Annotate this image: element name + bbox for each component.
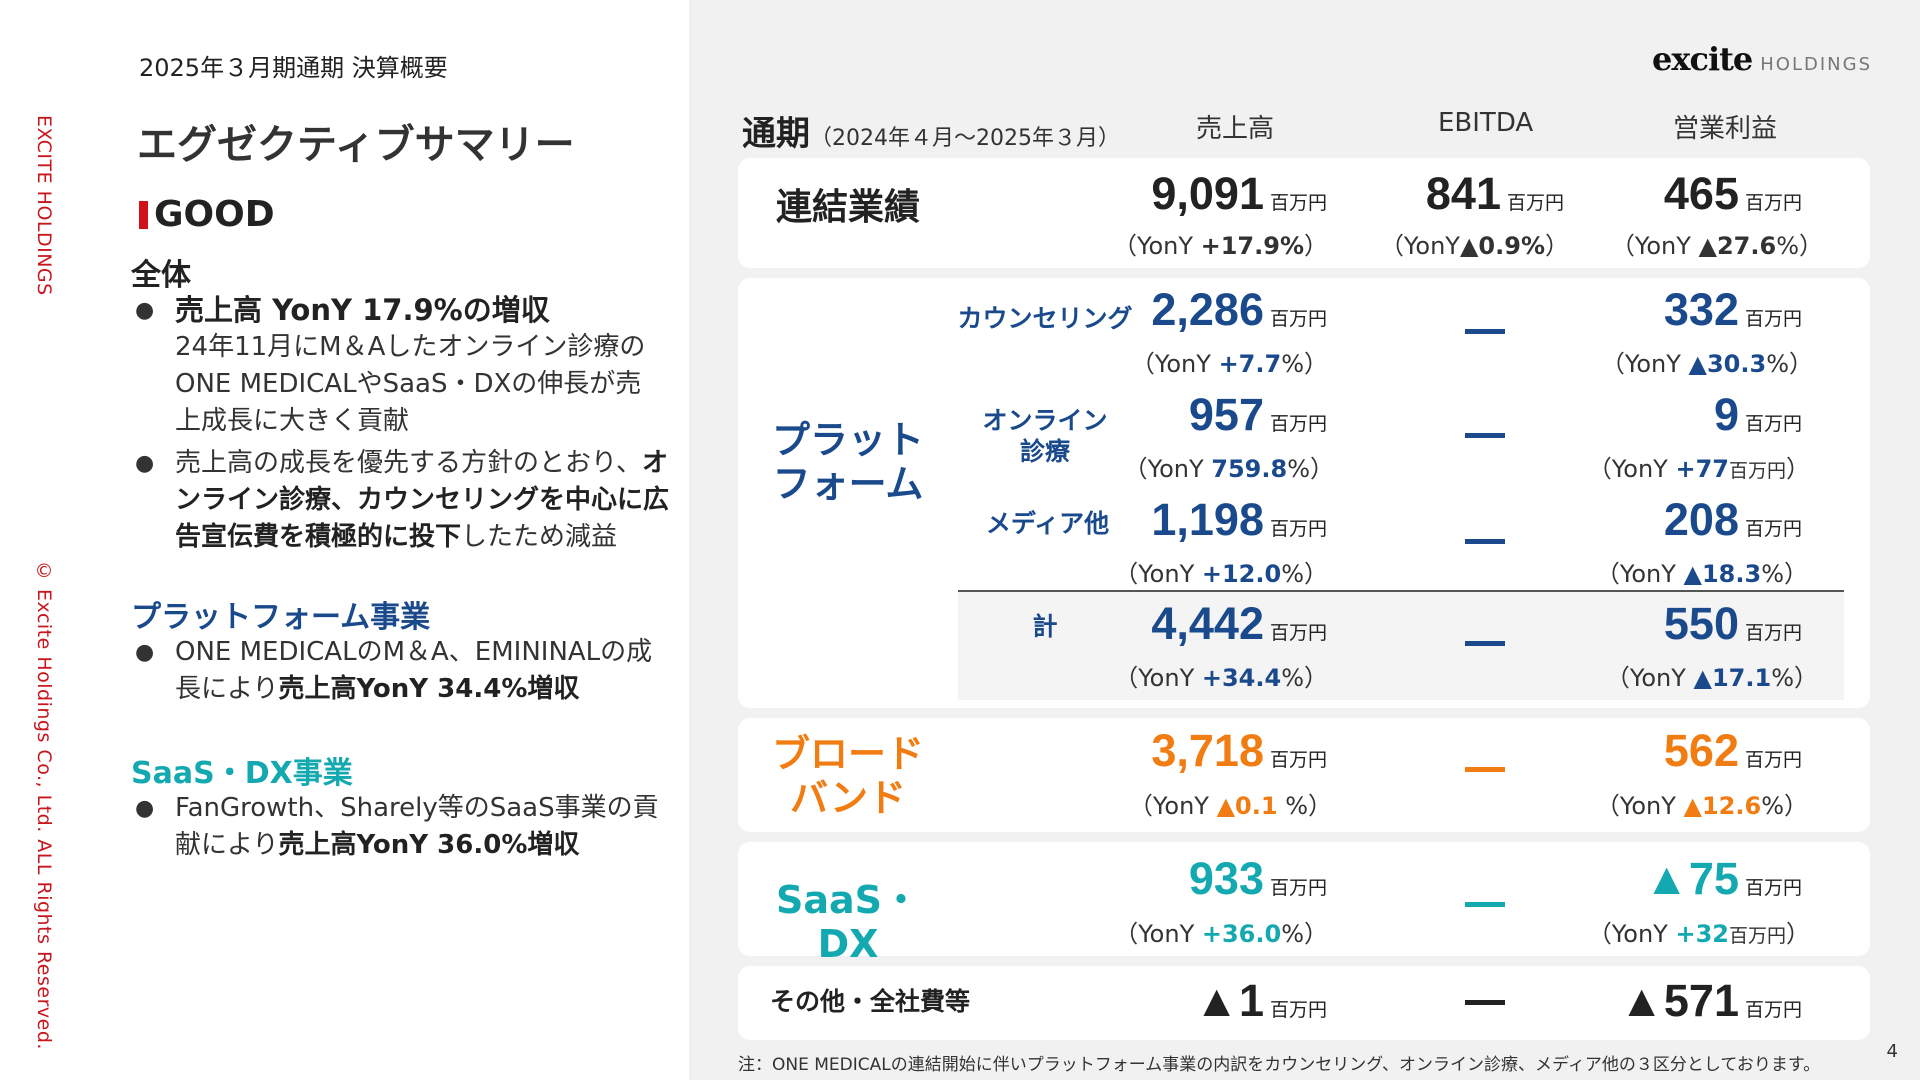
- platform-bold: 売上高YonY 34.4%増収: [278, 674, 580, 704]
- logo-text: HOLDINGS: [1760, 54, 1872, 75]
- platform-label: プラット フォーム: [771, 418, 924, 506]
- company-logo: excite HOLDINGS: [1652, 40, 1872, 78]
- platform-bullet: ● ONE MEDICALのM＆A、EMININALの成長により売上高YonY …: [135, 634, 675, 708]
- consolidated-op: 465 百万円: [1663, 168, 1802, 219]
- col-op-header: 営業利益: [1673, 114, 1778, 144]
- consolidated-sales: 9,091 百万円: [1151, 168, 1327, 219]
- counseling-ebitda-dash: [1465, 329, 1505, 334]
- consolidated-op-yoy: （YonY ▲27.6%）: [1610, 232, 1823, 260]
- saas-sales: 933 百万円: [1188, 853, 1327, 904]
- platform-heading: プラットフォーム事業: [131, 600, 431, 635]
- period-header: 通期（2024年４月～2025年３月）: [742, 106, 1120, 155]
- platform-total-label: 計: [1032, 612, 1058, 641]
- page-number: 4: [1886, 1041, 1898, 1062]
- platform-total-sales-yoy: （YonY +34.4%）: [1114, 664, 1328, 692]
- col-sales-header: 売上高: [1196, 114, 1275, 144]
- company-name-vertical: EXCITE HOLDINGS: [33, 115, 55, 296]
- overall-b2-bold: オンライン診療、カウンセリングを中心に広告宣伝費を積極的に投下: [175, 448, 670, 552]
- saas-sales-yoy: （YonY +36.0%）: [1114, 920, 1328, 948]
- saas-bullet: ● FanGrowth、Sharely等のSaaS事業の貢献により売上高YonY…: [135, 790, 675, 864]
- page-title: エグゼクティブサマリー: [137, 122, 575, 168]
- counseling-op-yoy: （YonY ▲30.3%）: [1600, 350, 1813, 378]
- media-sales-yoy: （YonY +12.0%）: [1114, 560, 1328, 588]
- period-range: （2024年４月～2025年３月）: [810, 126, 1120, 151]
- overall-b1-title: 売上高 YonY 17.9%の増収: [175, 293, 550, 327]
- sidebar: EXCITE HOLDINGS © Excite Holdings Co., L…: [0, 0, 91, 1080]
- bullet-dot-icon: ●: [135, 640, 155, 665]
- bullet-dot-icon: ●: [135, 451, 155, 476]
- consolidated-ebitda-yoy: （YonY▲0.9%）: [1379, 232, 1569, 260]
- consolidated-card: [738, 158, 1870, 268]
- saas-heading: SaaS・DX事業: [131, 756, 353, 791]
- online-sales: 957 百万円: [1188, 389, 1327, 440]
- overall-b2-part1: 売上高の成長を優先する方針のとおり、: [175, 448, 642, 478]
- bullet-dot-icon: ●: [135, 796, 155, 821]
- platform-total-row-bg: [958, 590, 1844, 700]
- broadband-card: [738, 718, 1870, 832]
- summary-panel: 2025年３月期通期 決算概要 エグゼクティブサマリー GOOD 全体 ● 売上…: [89, 0, 689, 1080]
- saas-bold: 売上高YonY 36.0%増収: [278, 830, 580, 860]
- counseling-sales: 2,286 百万円: [1151, 284, 1327, 335]
- footnote: 注：ONE MEDICALの連結開始に伴いプラットフォーム事業の内訳をカウンセリ…: [738, 1055, 1821, 1075]
- saas-label: SaaS・DX: [775, 878, 921, 966]
- overall-heading: 全体: [131, 258, 191, 293]
- other-label: その他・全社費等: [769, 987, 970, 1016]
- platform-total-sales: 4,442 百万円: [1151, 598, 1327, 649]
- media-sales: 1,198 百万円: [1151, 494, 1327, 545]
- counseling-label: カウンセリング: [957, 304, 1133, 333]
- broadband-sales-yoy: （YonY ▲0.1 %）: [1128, 792, 1332, 820]
- platform-total-ebitda-dash: [1465, 641, 1505, 646]
- counseling-sales-yoy: （YonY +7.7%）: [1130, 350, 1328, 378]
- broadband-sales: 3,718 百万円: [1151, 725, 1327, 776]
- saas-op: ▲75 百万円: [1644, 853, 1802, 904]
- col-ebitda-header: EBITDA: [1438, 108, 1534, 138]
- platform-body: ONE MEDICALのM＆A、EMININALの成長により: [175, 637, 653, 704]
- consolidated-ebitda: 841 百万円: [1425, 168, 1564, 219]
- platform-total-op-yoy: （YonY ▲17.1%）: [1605, 664, 1818, 692]
- broadband-op: 562 百万円: [1663, 725, 1802, 776]
- platform-total-op: 550 百万円: [1663, 598, 1802, 649]
- media-op-yoy: （YonY ▲18.3%）: [1595, 560, 1808, 588]
- other-ebitda-dash: [1465, 1000, 1505, 1005]
- saas-op-yoy: （YonY +32百万円）: [1587, 920, 1810, 948]
- online-ebitda-dash: [1465, 433, 1505, 438]
- broadband-label: ブロード バンド: [771, 732, 924, 820]
- broadband-ebitda-dash: [1465, 767, 1505, 772]
- overall-b2-part3: したため減益: [461, 522, 618, 552]
- saas-ebitda-dash: [1465, 902, 1505, 907]
- online-op-yoy: （YonY +77百万円）: [1587, 455, 1810, 483]
- good-heading: GOOD: [139, 194, 275, 235]
- other-op: ▲571 百万円: [1619, 975, 1802, 1026]
- media-ebitda-dash: [1465, 539, 1505, 544]
- overall-bullet-2: ● 売上高の成長を優先する方針のとおり、オンライン診療、カウンセリングを中心に広…: [135, 445, 675, 556]
- online-op: 9 百万円: [1713, 389, 1802, 440]
- logo-mark: excite: [1652, 40, 1753, 78]
- page-subtitle: 2025年３月期通期 決算概要: [139, 54, 448, 82]
- consolidated-sales-yoy: （YonY +17.9%）: [1112, 232, 1328, 260]
- saas-card: [738, 842, 1870, 956]
- bullet-dot-icon: ●: [135, 298, 155, 323]
- online-sales-yoy: （YonY 759.8%）: [1123, 455, 1334, 483]
- good-label: GOOD: [154, 194, 275, 235]
- broadband-op-yoy: （YonY ▲12.6%）: [1595, 792, 1808, 820]
- overall-bullet-1: ● 売上高 YonY 17.9%の増収 24年11月にM＆Aしたオンライン診療の…: [135, 292, 655, 440]
- consolidated-label: 連結業績: [775, 187, 920, 228]
- other-sales: ▲1 百万円: [1194, 975, 1327, 1026]
- other-card: [738, 966, 1870, 1040]
- overall-b1-body: 24年11月にM＆Aしたオンライン診療のONE MEDICALやSaaS・DXの…: [175, 332, 646, 436]
- media-label: メディア他: [985, 509, 1110, 538]
- counseling-op: 332 百万円: [1663, 284, 1802, 335]
- online-label: オンライン 診療: [982, 406, 1108, 466]
- period-label: 通期: [742, 114, 810, 154]
- media-op: 208 百万円: [1663, 494, 1802, 545]
- copyright-vertical: © Excite Holdings Co., Ltd. ALL Rights R…: [33, 560, 55, 1050]
- saas-body: FanGrowth、Sharely等のSaaS事業の貢献により: [175, 793, 659, 860]
- red-accent-bar: [139, 200, 148, 229]
